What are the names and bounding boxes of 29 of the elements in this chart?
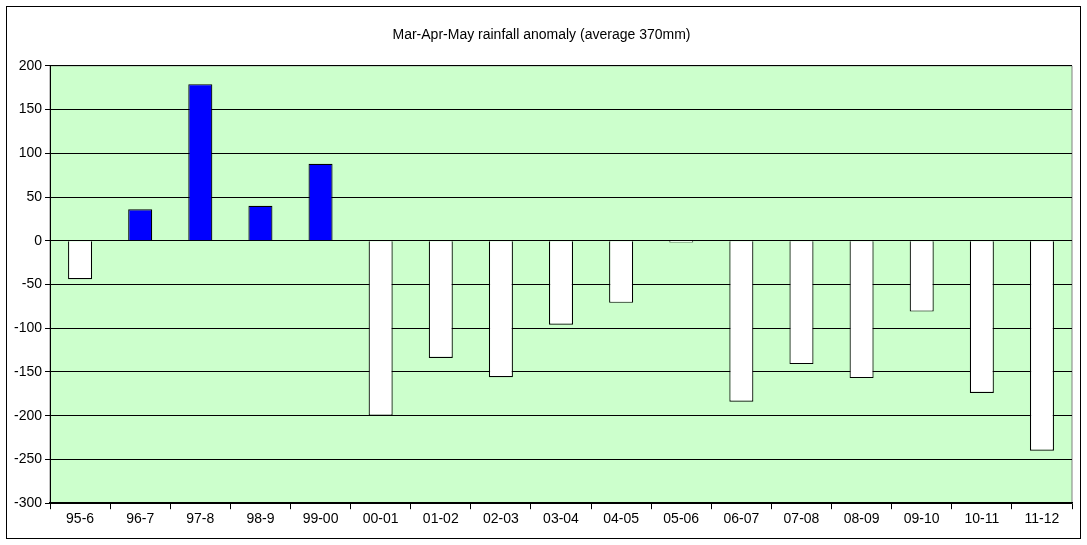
x-tick-label: 03-04 xyxy=(543,510,580,527)
y-tick-label: -100 xyxy=(13,319,43,336)
x-tick-label: 05-06 xyxy=(663,510,700,527)
x-tick-label: 00-01 xyxy=(362,510,399,527)
x-tick-label: 95-6 xyxy=(66,510,95,527)
x-tick-label: 11-12 xyxy=(1024,510,1060,527)
x-tick-label: 08-09 xyxy=(843,510,880,527)
x-tick-label: 97-8 xyxy=(186,510,215,527)
y-tick-label: 50 xyxy=(26,187,43,204)
x-tick-label: 06-07 xyxy=(723,510,760,527)
chart-title: Mar-Apr-May rainfall anomaly (average 370mm) xyxy=(392,26,691,43)
y-tick-label: 150 xyxy=(18,100,43,117)
y-tick-label: -250 xyxy=(13,450,43,467)
x-tick-label: 07-08 xyxy=(783,510,820,527)
x-tick-label: 96-7 xyxy=(126,510,155,527)
y-tick-label: 0 xyxy=(34,231,43,248)
x-tick-label: 02-03 xyxy=(482,510,520,527)
x-tick-label: 01-02 xyxy=(422,510,459,527)
y-tick-label: 200 xyxy=(18,56,43,73)
x-tick-label: 04-05 xyxy=(603,510,640,527)
y-tick-label: -200 xyxy=(13,406,43,423)
x-tick-label: 09-10 xyxy=(903,510,940,527)
x-tick-label: 99-00 xyxy=(302,510,339,527)
y-tick-label: -50 xyxy=(21,275,43,292)
x-tick-label: 98-9 xyxy=(246,510,275,527)
y-tick-label: -300 xyxy=(13,494,43,511)
y-tick-label: 100 xyxy=(18,144,43,161)
x-tick-label: 10-11 xyxy=(964,510,1000,527)
y-tick-label: -150 xyxy=(13,362,43,379)
